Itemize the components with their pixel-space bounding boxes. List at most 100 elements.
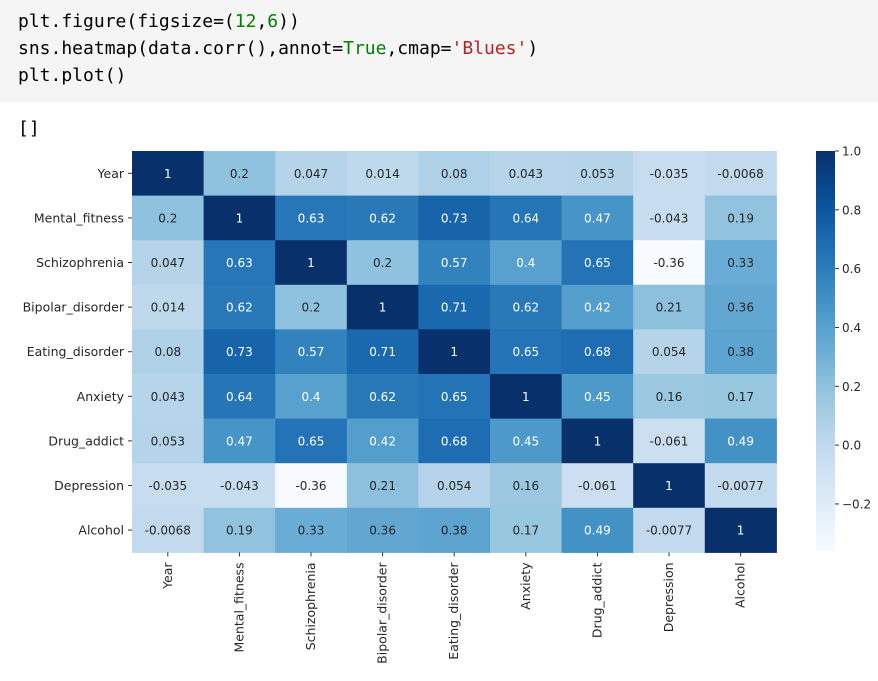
heatmap-cell bbox=[132, 240, 205, 286]
cell-annotation: 1 bbox=[737, 524, 745, 538]
heatmap-cell bbox=[490, 284, 563, 330]
cell-annotation: -0.061 bbox=[650, 434, 689, 448]
heatmap-cell bbox=[633, 374, 706, 420]
heatmap-cell bbox=[132, 507, 205, 553]
heatmap-cell bbox=[418, 507, 491, 553]
y-tick-label: Year bbox=[97, 166, 125, 181]
y-tick-label: Drug_addict bbox=[48, 433, 124, 448]
code-line-2: sns.heatmap(data.corr(),annot=True,cmap=… bbox=[18, 38, 539, 59]
cell-annotation: 1 bbox=[307, 256, 315, 270]
cell-annotation: 0.36 bbox=[369, 524, 396, 538]
heatmap-cell bbox=[346, 463, 419, 509]
cell-annotation: 0.014 bbox=[151, 301, 185, 315]
heatmap-cell bbox=[418, 195, 491, 241]
heatmap-cell bbox=[490, 418, 563, 464]
code-line-3: plt.plot() bbox=[18, 65, 127, 86]
heatmap-cell bbox=[346, 329, 419, 375]
heatmap-cell bbox=[561, 284, 634, 330]
cell-annotation: -0.061 bbox=[578, 479, 617, 493]
heatmap-cell bbox=[132, 418, 205, 464]
heatmap-cell bbox=[132, 329, 205, 375]
cell-annotation: 0.08 bbox=[441, 167, 468, 181]
y-tick-label: Mental_fitness bbox=[34, 210, 124, 225]
cell-annotation: 0.17 bbox=[727, 390, 754, 404]
y-tick-label: Schizophrenia bbox=[36, 255, 124, 270]
heatmap-cell bbox=[418, 240, 491, 286]
heatmap-cell bbox=[275, 284, 348, 330]
heatmap-cell bbox=[203, 329, 276, 375]
heatmap-cell bbox=[346, 151, 419, 197]
heatmap-cell bbox=[203, 240, 276, 286]
heatmap-cell bbox=[561, 240, 634, 286]
heatmap-cell bbox=[275, 195, 348, 241]
cell-annotation: 0.64 bbox=[226, 390, 253, 404]
cell-annotation: 0.043 bbox=[509, 167, 543, 181]
heatmap-cell bbox=[490, 151, 563, 197]
heatmap-cell bbox=[633, 507, 706, 553]
heatmap-cell bbox=[418, 284, 491, 330]
heatmap-cell bbox=[132, 151, 205, 197]
cell-annotation: 0.73 bbox=[226, 345, 253, 359]
heatmap-cell bbox=[561, 418, 634, 464]
cell-annotation: 0.16 bbox=[656, 390, 683, 404]
cell-annotation: 0.014 bbox=[365, 167, 399, 181]
x-tick-label: Schizophrenia bbox=[303, 562, 318, 650]
cell-annotation: 0.57 bbox=[298, 345, 325, 359]
heatmap-cell bbox=[275, 418, 348, 464]
code-line-1: plt.figure(figsize=(12,6)) bbox=[18, 11, 300, 32]
cell-annotation: 0.42 bbox=[369, 434, 396, 448]
cell-annotation: 0.2 bbox=[301, 301, 320, 315]
cell-annotation: 1 bbox=[665, 479, 673, 493]
cell-annotation: 0.047 bbox=[151, 256, 185, 270]
colorbar-tick-label: 0.4 bbox=[842, 321, 861, 335]
cell-annotation: 0.49 bbox=[727, 434, 754, 448]
cell-annotation: 0.21 bbox=[656, 301, 683, 315]
cell-annotation: 0.36 bbox=[727, 301, 754, 315]
heatmap-cell bbox=[561, 507, 634, 553]
heatmap-cell bbox=[561, 374, 634, 420]
cell-annotation: 0.65 bbox=[441, 390, 468, 404]
heatmap-cell bbox=[346, 507, 419, 553]
cell-annotation: 1 bbox=[236, 211, 244, 225]
cell-annotation: 0.68 bbox=[441, 434, 468, 448]
heatmap-cell bbox=[418, 374, 491, 420]
heatmap-cell bbox=[275, 151, 348, 197]
cell-annotation: 0.053 bbox=[580, 167, 614, 181]
heatmap-cell bbox=[203, 418, 276, 464]
cell-annotation: 0.21 bbox=[369, 479, 396, 493]
heatmap-cell bbox=[633, 240, 706, 286]
cell-annotation: 1 bbox=[522, 390, 530, 404]
cell-annotation: -0.043 bbox=[650, 211, 689, 225]
cell-annotation: -0.0068 bbox=[717, 167, 763, 181]
heatmap-cell bbox=[704, 240, 777, 286]
x-tick-label: Anxiety bbox=[518, 562, 533, 610]
heatmap-cell bbox=[418, 329, 491, 375]
x-tick-label: Drug_addict bbox=[589, 562, 604, 638]
heatmap-cell bbox=[633, 463, 706, 509]
cell-annotation: 0.68 bbox=[584, 345, 611, 359]
heatmap-cell bbox=[203, 507, 276, 553]
heatmap-cell bbox=[418, 151, 491, 197]
cell-annotation: 0.49 bbox=[584, 524, 611, 538]
y-tick-label: Depression bbox=[54, 478, 124, 493]
x-tick-label: Eating_disorder bbox=[446, 562, 461, 660]
x-tick-label: Alcohol bbox=[733, 562, 748, 608]
cell-annotation: 0.33 bbox=[298, 524, 325, 538]
heatmap-cell bbox=[633, 418, 706, 464]
heatmap-cell bbox=[704, 329, 777, 375]
cell-annotation: 1 bbox=[164, 167, 172, 181]
heatmap-cell bbox=[203, 151, 276, 197]
heatmap-cell bbox=[203, 374, 276, 420]
heatmap-cell bbox=[275, 374, 348, 420]
cell-annotation: 0.63 bbox=[298, 211, 325, 225]
code-cell[interactable]: plt.figure(figsize=(12,6)) sns.heatmap(d… bbox=[0, 0, 878, 102]
cell-annotation: 0.4 bbox=[516, 256, 535, 270]
colorbar-tick-label: 1.0 bbox=[842, 145, 861, 159]
heatmap-cell bbox=[132, 374, 205, 420]
cell-annotation: 0.043 bbox=[151, 390, 185, 404]
heatmap-cell bbox=[132, 195, 205, 241]
heatmap-cell bbox=[633, 151, 706, 197]
cell-annotation: -0.36 bbox=[295, 479, 326, 493]
colorbar-tick-label: −0.2 bbox=[842, 497, 871, 511]
heatmap-cell bbox=[346, 284, 419, 330]
